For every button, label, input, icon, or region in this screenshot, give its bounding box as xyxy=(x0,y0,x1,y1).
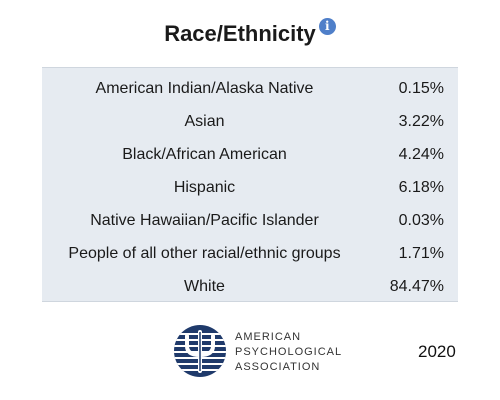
header: Race/Ethnicity i xyxy=(0,18,500,47)
row-label: Hispanic xyxy=(173,178,236,196)
apa-wordmark-line: Psychological xyxy=(235,346,343,358)
row-label: Native Hawaiian/Pacific Islander xyxy=(90,211,319,229)
table-row: Native Hawaiian/Pacific Islander 0.03% xyxy=(42,204,458,237)
footer: American Psychological Association 2020 xyxy=(0,322,500,382)
apa-wordmark-line: Association xyxy=(235,361,321,373)
row-label: White xyxy=(184,277,225,295)
apa-wordmark: American Psychological Association xyxy=(235,330,342,375)
row-label: Asian xyxy=(184,112,225,130)
table-row: White 84.47% xyxy=(42,270,458,303)
row-value: 3.22% xyxy=(398,112,444,130)
year-label: 2020 xyxy=(418,342,456,361)
row-value: 0.03% xyxy=(398,211,444,229)
row-value: 1.71% xyxy=(398,244,444,262)
apa-wordmark-line: American xyxy=(235,331,302,343)
row-value: 6.18% xyxy=(398,178,444,196)
table-row: People of all other racial/ethnic groups… xyxy=(42,237,458,270)
apa-logo-icon xyxy=(174,325,226,377)
row-label: People of all other racial/ethnic groups xyxy=(68,244,341,262)
row-value: 84.47% xyxy=(389,277,444,295)
table-row: Black/African American 4.24% xyxy=(42,138,458,171)
row-value: 4.24% xyxy=(398,145,444,163)
info-icon[interactable]: i xyxy=(318,18,336,35)
table-row: Hispanic 6.18% xyxy=(42,171,458,204)
row-label: Black/African American xyxy=(122,145,287,163)
row-label: American Indian/Alaska Native xyxy=(95,79,314,97)
table-row: American Indian/Alaska Native 0.15% xyxy=(42,72,458,105)
table-row: Asian 3.22% xyxy=(42,105,458,138)
data-table: American Indian/Alaska Native 0.15% Asia… xyxy=(42,67,458,302)
page-title: Race/Ethnicity xyxy=(164,20,316,46)
row-value: 0.15% xyxy=(398,79,444,97)
